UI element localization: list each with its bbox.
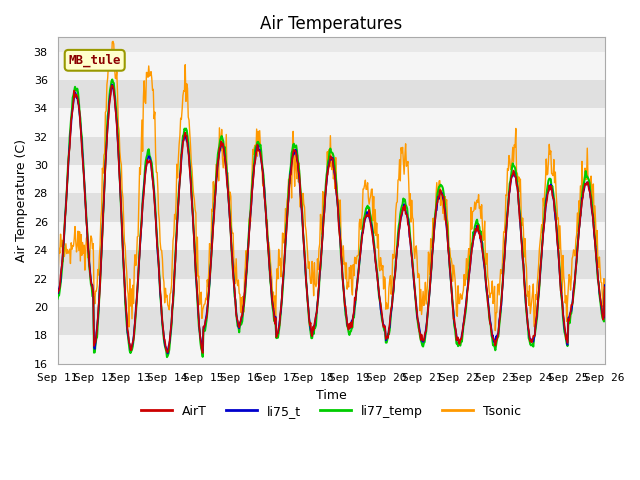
Bar (58, 250, 605, 278)
Bar (58, 336, 605, 364)
Text: MB_tule: MB_tule (68, 54, 121, 67)
Bar (58, 278, 605, 307)
Bar (58, 307, 605, 336)
Bar (58, 193, 605, 222)
Bar (58, 165, 605, 193)
Bar (58, 137, 605, 165)
Bar (58, 222, 605, 250)
Bar (58, 108, 605, 137)
X-axis label: Time: Time (316, 389, 346, 402)
Legend: AirT, li75_t, li77_temp, Tsonic: AirT, li75_t, li77_temp, Tsonic (136, 400, 526, 423)
Title: Air Temperatures: Air Temperatures (260, 15, 403, 33)
Bar (58, 51, 605, 80)
Bar (58, 80, 605, 108)
Y-axis label: Air Temperature (C): Air Temperature (C) (15, 139, 28, 262)
